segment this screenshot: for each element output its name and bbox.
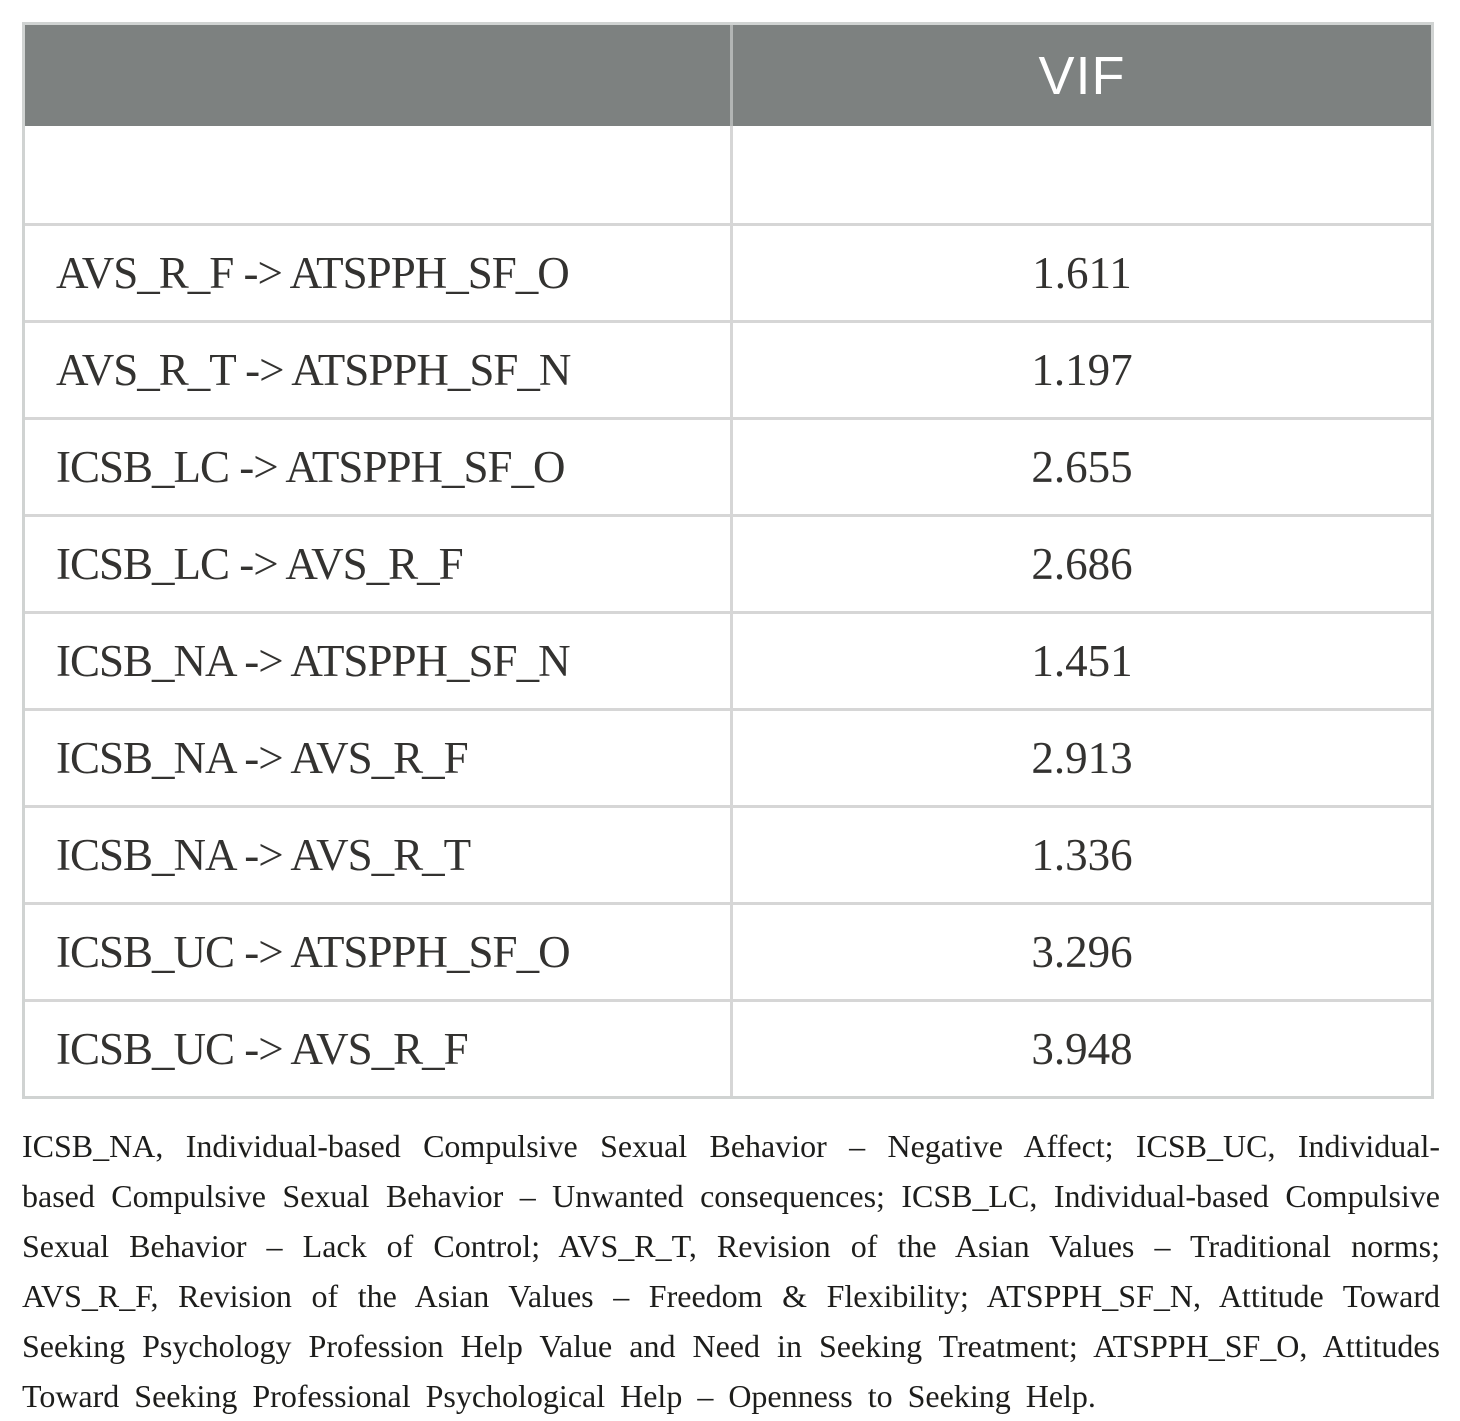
vif-cell: 2.686	[730, 517, 1431, 611]
table-footnote: ICSB_NA, Individual-based Compulsive Sex…	[22, 1128, 1440, 1414]
path-cell: ICSB_NA -> ATSPPH_SF_N	[56, 636, 571, 686]
table-header-row: VIF	[25, 25, 1431, 126]
table-row: ICSB_NA -> AVS_R_T 1.336	[25, 805, 1431, 902]
path-cell: ICSB_NA -> AVS_R_F	[56, 733, 469, 783]
vif-cell: 1.197	[730, 323, 1431, 417]
table-body: AVS_R_F -> ATSPPH_SF_O 1.611 AVS_R_T -> …	[25, 126, 1431, 1096]
column-header-path	[25, 25, 730, 126]
vif-cell: 1.336	[730, 808, 1431, 902]
paper-table-figure: VIF AVS_R_F -> ATSPPH_SF_O 1.611 AVS_R_T…	[22, 22, 1440, 1421]
path-cell: AVS_R_T -> ATSPPH_SF_N	[56, 345, 571, 395]
path-cell	[25, 126, 730, 223]
table-row: ICSB_NA -> ATSPPH_SF_N 1.451	[25, 611, 1431, 708]
vif-cell	[730, 126, 1431, 223]
vif-table: VIF AVS_R_F -> ATSPPH_SF_O 1.611 AVS_R_T…	[22, 22, 1434, 1099]
table-row: ICSB_LC -> ATSPPH_SF_O 2.655	[25, 417, 1431, 514]
path-cell: ICSB_UC -> AVS_R_F	[56, 1024, 469, 1074]
vif-cell: 1.611	[730, 226, 1431, 320]
table-row: AVS_R_T -> ATSPPH_SF_N 1.197	[25, 320, 1431, 417]
vif-cell: 2.913	[730, 711, 1431, 805]
table-row: AVS_R_F -> ATSPPH_SF_O 1.611	[25, 223, 1431, 320]
table-row: ICSB_LC -> AVS_R_F 2.686	[25, 514, 1431, 611]
vif-cell: 3.296	[730, 905, 1431, 999]
table-row: ICSB_UC -> ATSPPH_SF_O 3.296	[25, 902, 1431, 999]
path-cell: ICSB_LC -> ATSPPH_SF_O	[56, 442, 566, 492]
table-row: ICSB_UC -> AVS_R_F 3.948	[25, 999, 1431, 1096]
path-cell: ICSB_LC -> AVS_R_F	[56, 539, 464, 589]
vif-cell: 1.451	[730, 614, 1431, 708]
table-row	[25, 126, 1431, 223]
table-row: ICSB_NA -> AVS_R_F 2.913	[25, 708, 1431, 805]
path-cell: ICSB_NA -> AVS_R_T	[56, 830, 471, 880]
path-cell: ICSB_UC -> ATSPPH_SF_O	[56, 927, 571, 977]
vif-cell: 2.655	[730, 420, 1431, 514]
column-header-vif: VIF	[730, 25, 1431, 126]
vif-cell: 3.948	[730, 1002, 1431, 1096]
path-cell: AVS_R_F -> ATSPPH_SF_O	[56, 248, 570, 298]
